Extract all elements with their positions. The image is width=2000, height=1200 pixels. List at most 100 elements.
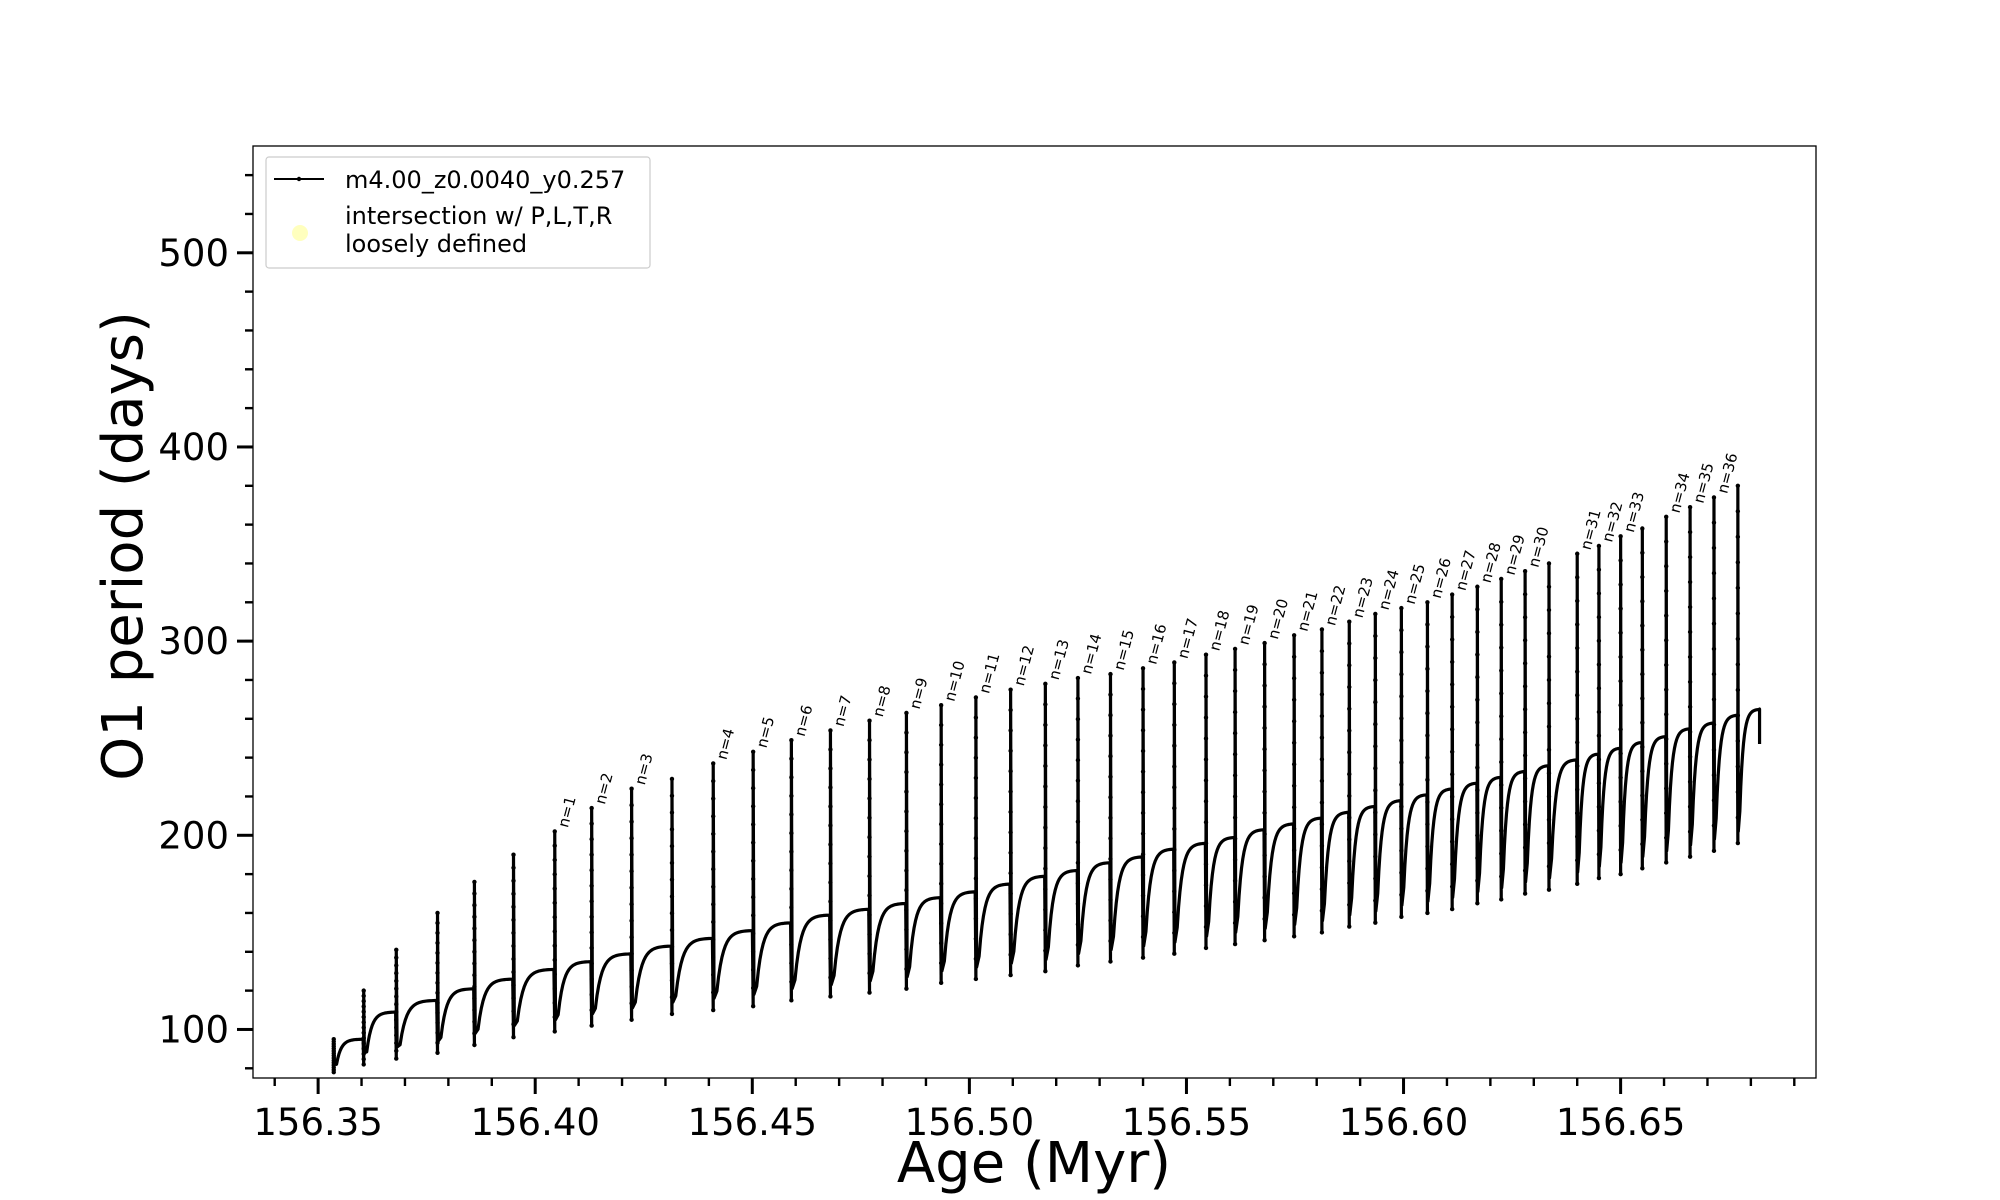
data-point <box>1522 592 1528 597</box>
pulse-spike-points <box>1475 584 1480 906</box>
data-point <box>1664 539 1669 544</box>
pulse-spike-points <box>1735 483 1741 846</box>
data-point <box>1075 696 1081 701</box>
data-point <box>1711 520 1717 525</box>
data-point <box>1373 854 1378 859</box>
data-point <box>1499 874 1504 879</box>
y-tick-label: 300 <box>158 620 229 663</box>
y-tick-label: 400 <box>158 426 229 469</box>
data-point <box>1008 789 1013 794</box>
data-point <box>1043 825 1048 830</box>
data-point <box>1008 748 1013 754</box>
data-point <box>1546 887 1552 892</box>
data-point <box>789 923 794 929</box>
data-point <box>904 888 909 893</box>
data-point <box>361 993 366 999</box>
data-point <box>1735 509 1741 514</box>
data-point <box>1575 858 1580 863</box>
data-point <box>1232 815 1238 820</box>
data-point <box>1291 719 1297 724</box>
data-point <box>1687 729 1693 735</box>
pulse-spike-points <box>904 710 909 991</box>
data-point <box>1262 768 1267 773</box>
data-point <box>1735 687 1741 693</box>
data-point <box>1108 712 1113 718</box>
data-point <box>1575 881 1580 887</box>
data-point <box>394 955 399 960</box>
data-point <box>1664 712 1669 717</box>
data-point <box>1735 713 1741 718</box>
data-point <box>511 891 516 897</box>
pulse-spike-points <box>1596 543 1602 881</box>
data-point <box>1711 621 1717 626</box>
data-point <box>1043 866 1048 871</box>
data-point <box>1140 934 1146 940</box>
data-point <box>361 1062 366 1067</box>
data-point <box>711 902 716 907</box>
data-point <box>1425 622 1430 627</box>
pulse-spike-points <box>867 718 872 995</box>
data-point <box>1291 869 1297 874</box>
data-point <box>1618 558 1623 563</box>
data-point <box>1711 722 1717 727</box>
data-point <box>789 830 794 836</box>
data-point <box>1475 788 1480 793</box>
data-point <box>1425 711 1430 716</box>
data-point <box>1399 848 1404 853</box>
data-point <box>1735 662 1741 667</box>
data-point <box>938 722 944 728</box>
data-point <box>589 821 594 826</box>
data-point <box>1075 778 1081 783</box>
data-point <box>904 986 909 991</box>
data-point <box>1008 769 1013 774</box>
data-point <box>1232 646 1238 652</box>
data-point <box>1425 777 1430 783</box>
data-point <box>1399 694 1404 699</box>
data-point <box>1008 728 1013 733</box>
data-point <box>629 852 634 857</box>
data-point <box>867 737 872 743</box>
data-point <box>867 757 872 762</box>
data-point <box>1499 805 1504 811</box>
data-point <box>1347 793 1352 799</box>
pulse-spike-points <box>394 947 399 1061</box>
data-point <box>1575 598 1580 604</box>
data-point <box>1232 941 1238 947</box>
data-point <box>1618 678 1623 684</box>
data-point <box>394 947 399 953</box>
data-point <box>1262 874 1267 879</box>
data-point <box>1596 662 1602 667</box>
pulse-spike-points <box>1347 619 1352 929</box>
data-point <box>1449 772 1455 777</box>
pulse-spike-points <box>472 879 477 1048</box>
data-point <box>938 980 944 986</box>
data-point <box>1319 822 1325 827</box>
data-point <box>361 1009 366 1014</box>
data-point <box>435 960 440 966</box>
data-point <box>867 912 872 918</box>
data-point <box>1232 794 1238 799</box>
data-point <box>1711 646 1717 652</box>
data-point <box>1546 677 1552 683</box>
data-point <box>1575 740 1580 745</box>
data-point <box>1319 843 1325 849</box>
data-point <box>511 852 516 857</box>
data-point <box>1640 599 1645 604</box>
data-point <box>669 827 675 832</box>
pulse-spike-points <box>1711 495 1717 854</box>
data-point <box>750 876 756 882</box>
data-point <box>1043 886 1048 892</box>
data-point <box>552 886 557 891</box>
data-point <box>1075 757 1081 763</box>
data-point <box>1399 605 1404 611</box>
data-point <box>1203 652 1209 657</box>
x-tick-label: 156.55 <box>1122 1101 1251 1144</box>
data-point <box>1262 683 1267 688</box>
data-point <box>1449 749 1455 754</box>
data-point <box>711 955 716 960</box>
pulse-spike-points <box>669 776 675 1017</box>
pulse-spike-points <box>552 829 557 1034</box>
data-point <box>711 972 716 978</box>
data-point <box>867 951 872 956</box>
data-point <box>394 994 399 999</box>
